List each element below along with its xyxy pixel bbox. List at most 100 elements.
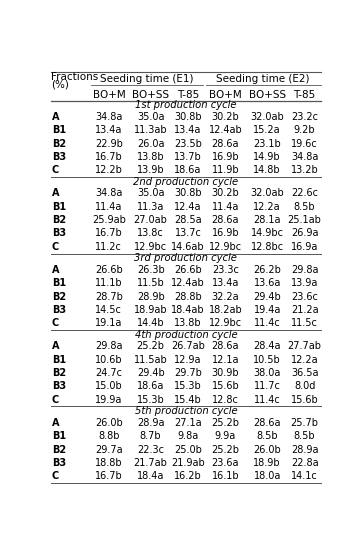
Text: 26.7ab: 26.7ab bbox=[171, 341, 205, 352]
Text: 8.0d: 8.0d bbox=[294, 382, 315, 391]
Text: 13.8c: 13.8c bbox=[137, 228, 164, 239]
Text: 11.9b: 11.9b bbox=[212, 165, 239, 175]
Text: Seeding time (E2): Seeding time (E2) bbox=[216, 74, 310, 84]
Text: 35.0a: 35.0a bbox=[137, 112, 165, 122]
Text: 23.5b: 23.5b bbox=[174, 138, 202, 149]
Text: 18.6a: 18.6a bbox=[174, 165, 202, 175]
Text: 13.8b: 13.8b bbox=[137, 152, 165, 162]
Text: C: C bbox=[52, 242, 59, 252]
Text: 28.5a: 28.5a bbox=[174, 215, 202, 225]
Text: C: C bbox=[52, 165, 59, 175]
Text: 27.0ab: 27.0ab bbox=[134, 215, 167, 225]
Text: A: A bbox=[52, 341, 59, 352]
Text: 8.5b: 8.5b bbox=[294, 202, 315, 211]
Text: 16.9a: 16.9a bbox=[291, 242, 318, 252]
Text: (%): (%) bbox=[51, 80, 69, 90]
Text: 12.4ab: 12.4ab bbox=[208, 125, 242, 135]
Text: BO+SS: BO+SS bbox=[249, 90, 286, 100]
Text: 13.4a: 13.4a bbox=[212, 278, 239, 288]
Text: 18.2ab: 18.2ab bbox=[208, 305, 242, 315]
Text: 34.8a: 34.8a bbox=[291, 152, 318, 162]
Text: B2: B2 bbox=[52, 292, 66, 301]
Text: 23.6c: 23.6c bbox=[291, 292, 318, 301]
Text: 27.1a: 27.1a bbox=[174, 418, 202, 428]
Text: B3: B3 bbox=[52, 305, 66, 315]
Text: 15.6b: 15.6b bbox=[291, 395, 319, 405]
Text: 11.5ab: 11.5ab bbox=[134, 355, 167, 365]
Text: 26.9a: 26.9a bbox=[291, 228, 318, 239]
Text: 26.0b: 26.0b bbox=[253, 445, 281, 455]
Text: 8.7b: 8.7b bbox=[140, 431, 161, 441]
Text: 15.3b: 15.3b bbox=[174, 382, 202, 391]
Text: T-85: T-85 bbox=[293, 90, 316, 100]
Text: BO+M: BO+M bbox=[93, 90, 125, 100]
Text: 18.8b: 18.8b bbox=[95, 458, 123, 468]
Text: Seeding time (E1): Seeding time (E1) bbox=[100, 74, 193, 84]
Text: 12.2a: 12.2a bbox=[253, 202, 281, 211]
Text: 12.8c: 12.8c bbox=[212, 395, 239, 405]
Text: 19.4a: 19.4a bbox=[253, 305, 281, 315]
Text: 15.4b: 15.4b bbox=[174, 395, 202, 405]
Text: B1: B1 bbox=[52, 202, 66, 211]
Text: B1: B1 bbox=[52, 431, 66, 441]
Text: 14.8b: 14.8b bbox=[253, 165, 281, 175]
Text: 15.0b: 15.0b bbox=[95, 382, 123, 391]
Text: 36.5a: 36.5a bbox=[291, 368, 318, 378]
Text: 23.1b: 23.1b bbox=[253, 138, 281, 149]
Text: A: A bbox=[52, 189, 59, 198]
Text: 26.0b: 26.0b bbox=[95, 418, 123, 428]
Text: 13.2b: 13.2b bbox=[291, 165, 319, 175]
Text: 16.7b: 16.7b bbox=[95, 152, 123, 162]
Text: 13.9b: 13.9b bbox=[137, 165, 165, 175]
Text: 19.6c: 19.6c bbox=[291, 138, 318, 149]
Text: 28.1a: 28.1a bbox=[253, 215, 281, 225]
Text: 11.5c: 11.5c bbox=[291, 318, 318, 328]
Text: 26.3b: 26.3b bbox=[137, 265, 165, 275]
Text: 21.2a: 21.2a bbox=[291, 305, 319, 315]
Text: 26.6b: 26.6b bbox=[174, 265, 202, 275]
Text: 24.7c: 24.7c bbox=[95, 368, 122, 378]
Text: 18.4ab: 18.4ab bbox=[171, 305, 205, 315]
Text: 22.8a: 22.8a bbox=[291, 458, 319, 468]
Text: 28.9b: 28.9b bbox=[137, 292, 165, 301]
Text: Fractions: Fractions bbox=[51, 72, 98, 82]
Text: A: A bbox=[52, 112, 59, 122]
Text: 28.4a: 28.4a bbox=[253, 341, 281, 352]
Text: 12.9a: 12.9a bbox=[174, 355, 202, 365]
Text: 8.5b: 8.5b bbox=[294, 431, 315, 441]
Text: 13.6a: 13.6a bbox=[253, 278, 281, 288]
Text: 28.8b: 28.8b bbox=[174, 292, 202, 301]
Text: BO+M: BO+M bbox=[209, 90, 242, 100]
Text: 14.9bc: 14.9bc bbox=[251, 228, 284, 239]
Text: 3rd production cycle: 3rd production cycle bbox=[134, 253, 237, 263]
Text: B1: B1 bbox=[52, 125, 66, 135]
Text: 10.6b: 10.6b bbox=[95, 355, 123, 365]
Text: B3: B3 bbox=[52, 152, 66, 162]
Text: 25.2b: 25.2b bbox=[137, 341, 165, 352]
Text: 9.9a: 9.9a bbox=[215, 431, 236, 441]
Text: 2nd production cycle: 2nd production cycle bbox=[133, 177, 238, 187]
Text: 15.6b: 15.6b bbox=[212, 382, 239, 391]
Text: B3: B3 bbox=[52, 458, 66, 468]
Text: 30.8b: 30.8b bbox=[174, 189, 202, 198]
Text: 30.2b: 30.2b bbox=[212, 112, 239, 122]
Text: 18.4a: 18.4a bbox=[137, 471, 164, 481]
Text: 11.4a: 11.4a bbox=[212, 202, 239, 211]
Text: 16.9b: 16.9b bbox=[212, 152, 239, 162]
Text: 16.7b: 16.7b bbox=[95, 471, 123, 481]
Text: 11.7c: 11.7c bbox=[254, 382, 281, 391]
Text: 22.6c: 22.6c bbox=[291, 189, 318, 198]
Text: 11.2c: 11.2c bbox=[95, 242, 122, 252]
Text: 26.6b: 26.6b bbox=[95, 265, 123, 275]
Text: 28.9a: 28.9a bbox=[137, 418, 165, 428]
Text: 27.7ab: 27.7ab bbox=[288, 341, 321, 352]
Text: C: C bbox=[52, 395, 59, 405]
Text: B3: B3 bbox=[52, 228, 66, 239]
Text: 29.4b: 29.4b bbox=[137, 368, 165, 378]
Text: 14.6ab: 14.6ab bbox=[171, 242, 205, 252]
Text: 21.9ab: 21.9ab bbox=[171, 458, 205, 468]
Text: B1: B1 bbox=[52, 278, 66, 288]
Text: 12.9bc: 12.9bc bbox=[209, 318, 242, 328]
Text: 13.8b: 13.8b bbox=[174, 318, 202, 328]
Text: 15.2a: 15.2a bbox=[253, 125, 281, 135]
